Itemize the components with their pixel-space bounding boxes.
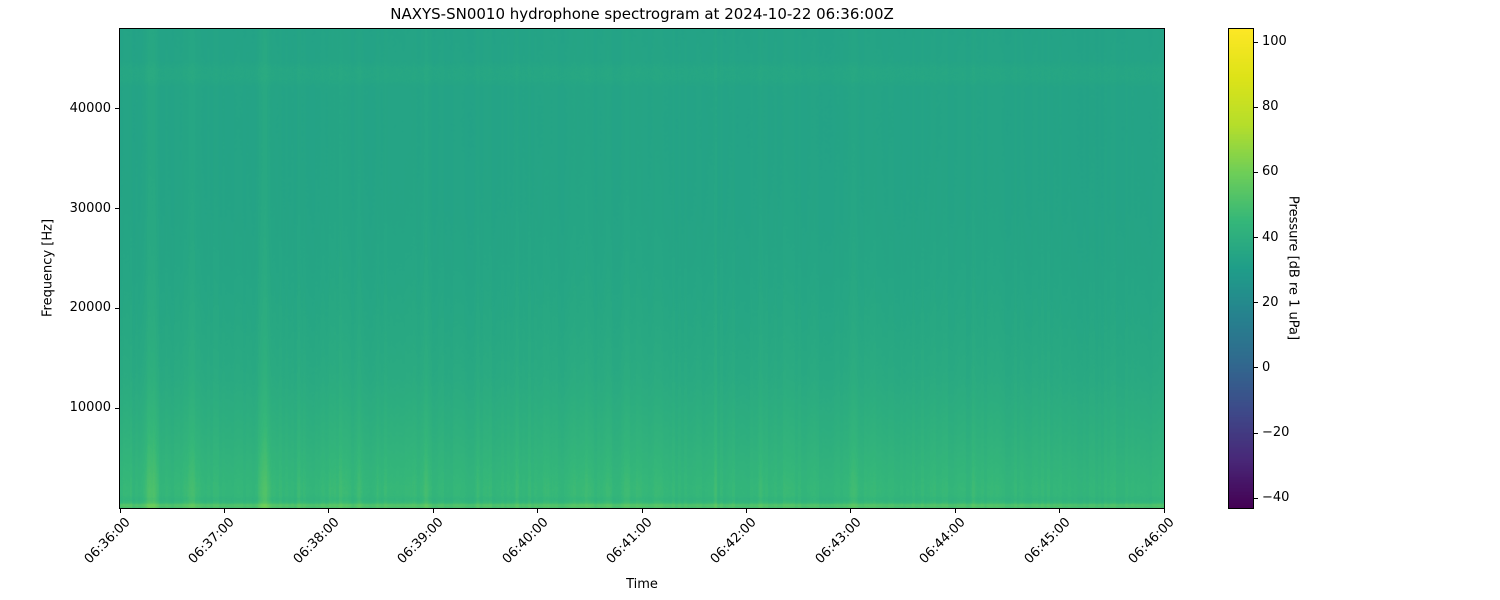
x-tick-mark (1059, 508, 1061, 513)
colorbar-tick-mark (1253, 367, 1258, 369)
y-tick-label: 20000 (69, 300, 111, 316)
colorbar-label: Pressure [dB re 1 uPa] (1285, 195, 1301, 341)
colorbar-tick-mark (1253, 106, 1258, 108)
colorbar-tick-label: −20 (1262, 425, 1290, 441)
colorbar-tick-label: 0 (1262, 359, 1271, 375)
plot-title: NAXYS-SN0010 hydrophone spectrogram at 2… (390, 5, 894, 23)
colorbar-tick-mark (1253, 41, 1258, 43)
x-tick-mark (223, 508, 225, 513)
x-tick-mark (328, 508, 330, 513)
x-axis-label: Time (626, 577, 658, 592)
y-tick-label: 30000 (69, 200, 111, 216)
colorbar-gradient (1229, 29, 1253, 508)
spectrogram-heatmap (120, 29, 1164, 508)
colorbar (1228, 28, 1254, 509)
x-tick-mark (850, 508, 852, 513)
y-tick-mark (115, 108, 120, 110)
x-tick-mark (641, 508, 643, 513)
colorbar-tick-label: −40 (1262, 490, 1290, 506)
y-tick-label: 40000 (69, 100, 111, 116)
y-tick-mark (115, 407, 120, 409)
y-tick-label: 10000 (69, 400, 111, 416)
y-tick-mark (115, 307, 120, 309)
colorbar-tick-label: 20 (1262, 294, 1279, 310)
x-tick-mark (745, 508, 747, 513)
colorbar-tick-mark (1253, 497, 1258, 499)
x-tick-mark (119, 508, 121, 513)
x-tick-mark (432, 508, 434, 513)
colorbar-tick-mark (1253, 432, 1258, 434)
colorbar-tick-mark (1253, 171, 1258, 173)
y-axis-label: Frequency [Hz] (40, 218, 56, 318)
colorbar-tick-label: 100 (1262, 34, 1287, 50)
colorbar-tick-mark (1253, 302, 1258, 304)
x-tick-mark (537, 508, 539, 513)
x-tick-mark (1163, 508, 1165, 513)
colorbar-tick-mark (1253, 237, 1258, 239)
spectrogram-plot-area (119, 28, 1165, 509)
x-tick-mark (954, 508, 956, 513)
y-tick-mark (115, 208, 120, 210)
colorbar-tick-label: 40 (1262, 229, 1279, 245)
colorbar-tick-label: 60 (1262, 164, 1279, 180)
colorbar-tick-label: 80 (1262, 99, 1279, 115)
